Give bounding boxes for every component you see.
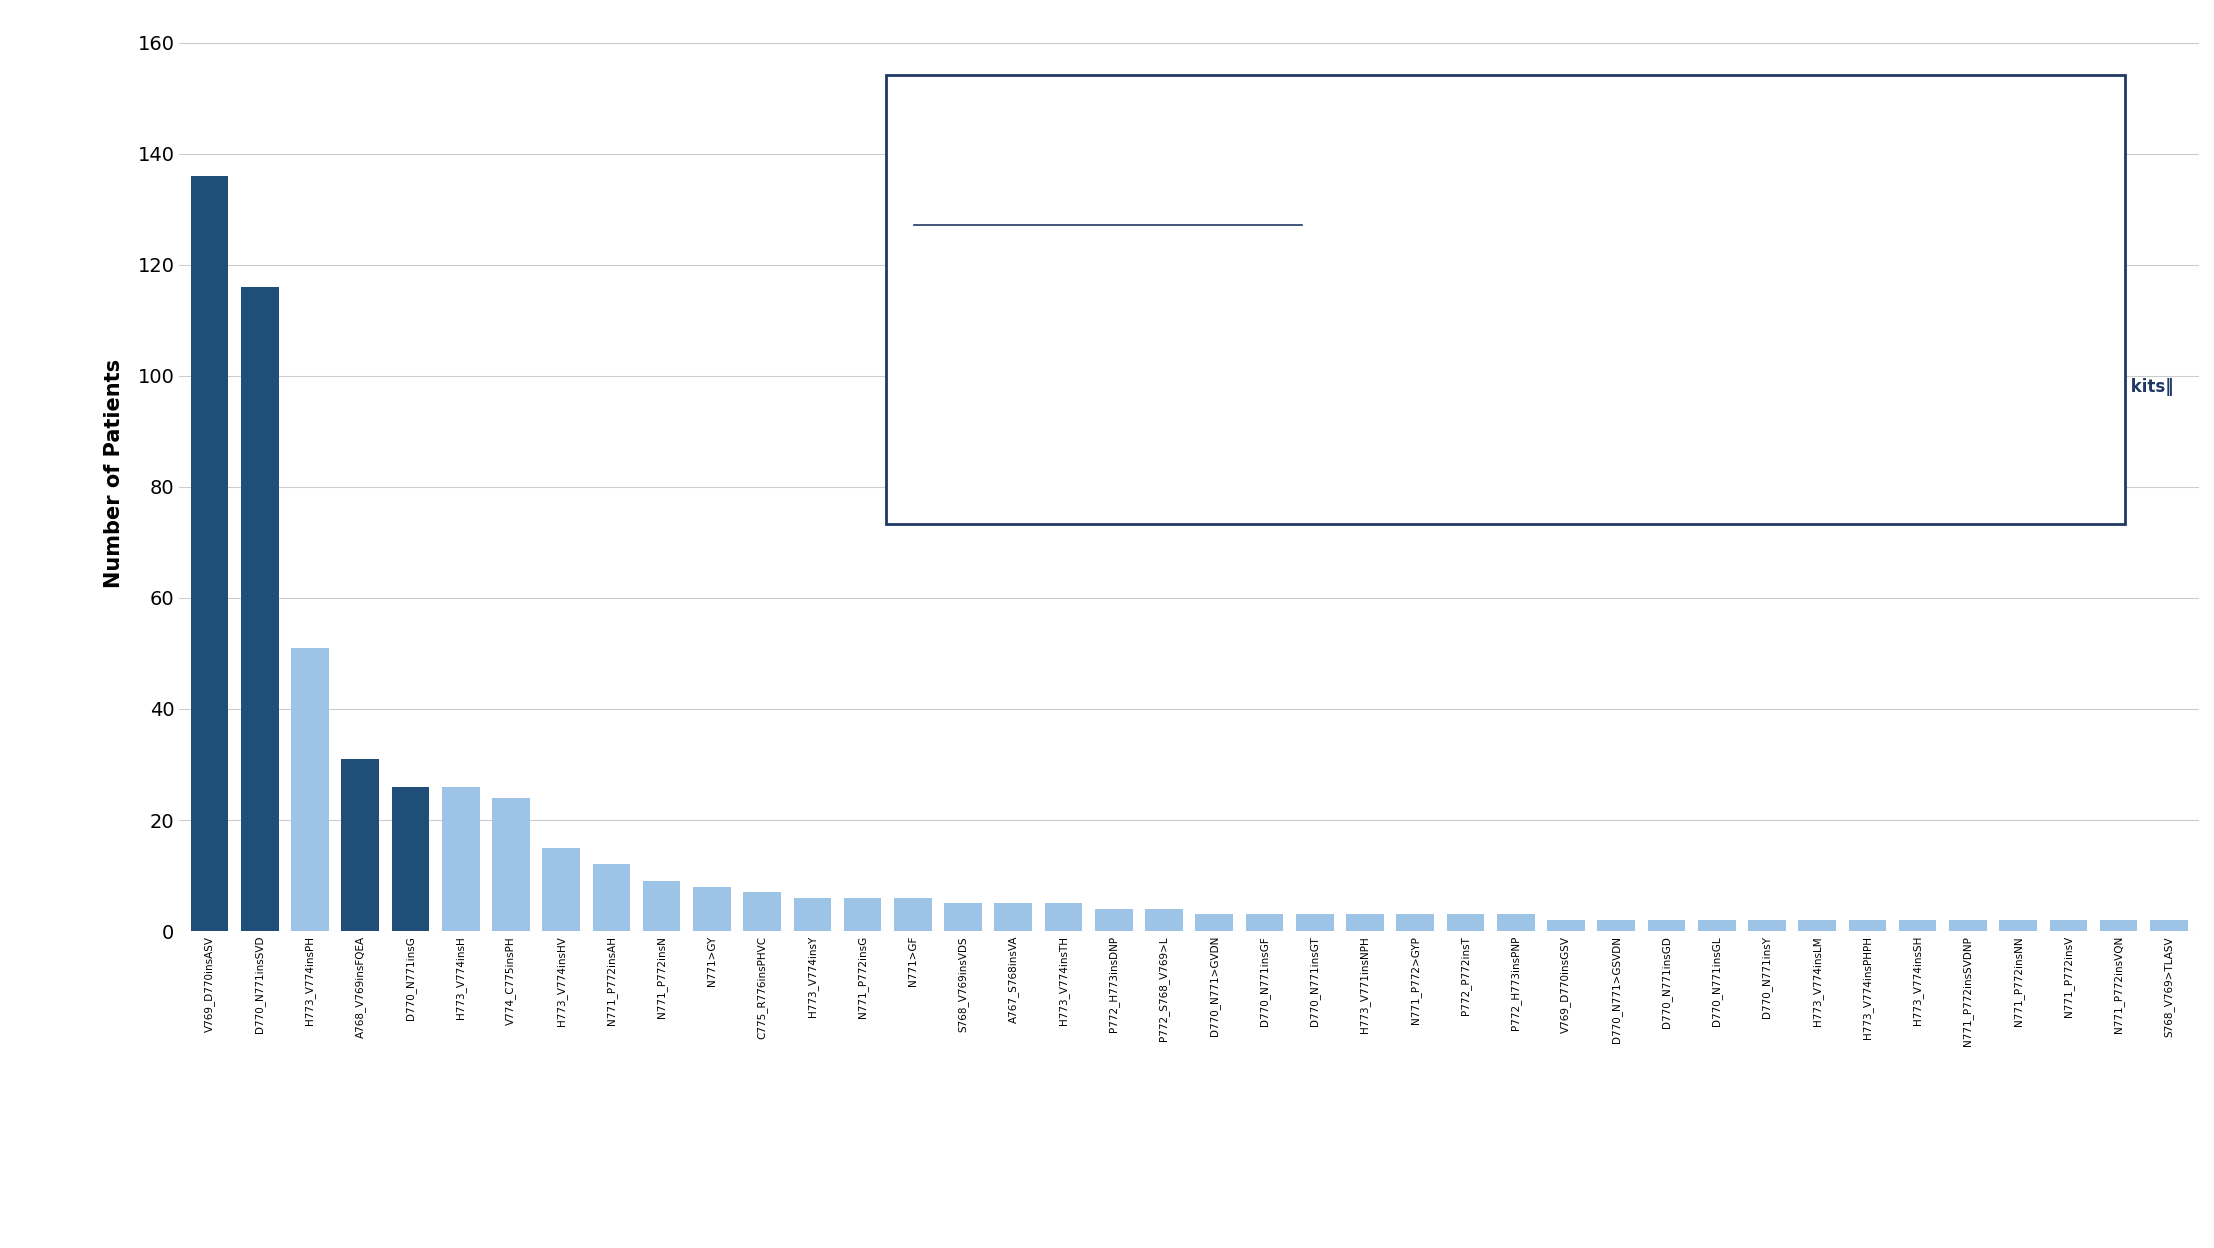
Bar (241, 287, 279, 931)
Bar (1096, 909, 1134, 931)
Bar (943, 904, 983, 931)
Bar (1900, 920, 1937, 931)
Bar (1196, 915, 1233, 931)
Bar (593, 865, 631, 931)
Bar (1698, 920, 1736, 931)
Bar (994, 904, 1032, 931)
Bar (1647, 920, 1685, 931)
Bar (1749, 920, 1787, 931)
Bar (2050, 920, 2088, 931)
Bar (1446, 915, 1483, 931)
Bar (1596, 920, 1636, 931)
Bar (1948, 920, 1986, 931)
Bar (693, 886, 731, 931)
Text: detected by commercial PCR kits²¹¶: detected by commercial PCR kits²¹¶ (1295, 312, 1716, 332)
Text: FoundationInsights: FoundationInsights (1189, 205, 1417, 225)
Y-axis label: Number of Patients: Number of Patients (104, 358, 124, 588)
Bar (1849, 920, 1886, 931)
Text: >50 variants were only identified in 1 patient and not: >50 variants were only identified in 1 p… (1189, 267, 1822, 287)
Bar (1999, 920, 2037, 931)
Text: EGFR: EGFR (1444, 158, 1506, 178)
Legend: Not detected by commercial PCR kits‖: Not detected by commercial PCR kits‖ (1778, 372, 2181, 403)
Bar (1397, 915, 1435, 931)
Bar (1497, 915, 1534, 931)
Bar (190, 176, 228, 931)
Bar (1548, 920, 1585, 931)
Bar (894, 897, 932, 931)
Text: database²¹‖: database²¹‖ (1417, 205, 1561, 225)
Bar (542, 847, 580, 931)
Bar (1346, 915, 1384, 931)
Bar (1145, 909, 1182, 931)
Bar (1295, 915, 1333, 931)
Bar (744, 892, 782, 931)
Bar (290, 648, 328, 931)
Text: exon 20 insertion mutations identified in the: exon 20 insertion mutations identified i… (1506, 158, 2041, 178)
Bar (392, 786, 430, 931)
Bar (2150, 920, 2187, 931)
Bar (642, 881, 680, 931)
Bar (1798, 920, 1835, 931)
Bar (1045, 904, 1083, 931)
Bar (443, 786, 480, 931)
Bar (492, 797, 529, 931)
Bar (1246, 915, 1284, 931)
Bar (844, 897, 881, 931)
Bar (2099, 920, 2137, 931)
Bar (793, 897, 830, 931)
Bar (341, 759, 379, 931)
